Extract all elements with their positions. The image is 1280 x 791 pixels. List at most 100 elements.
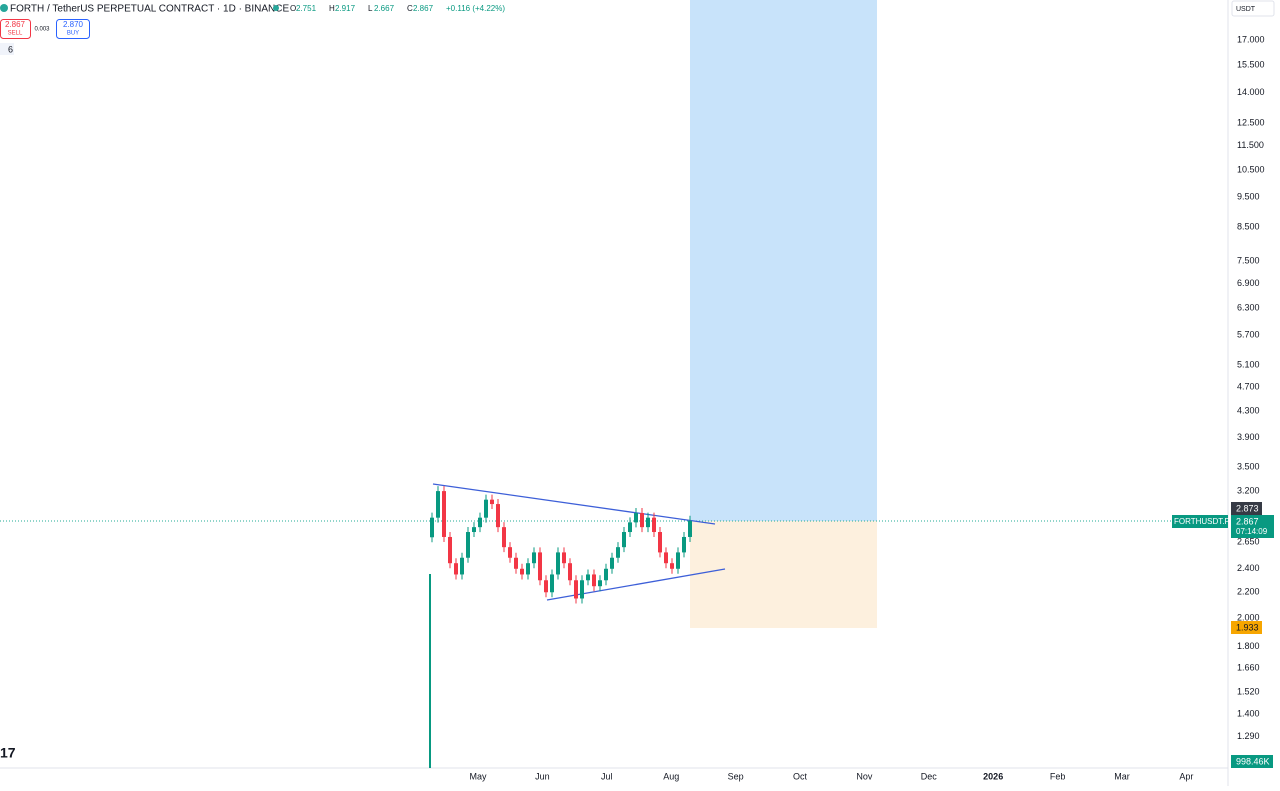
candle-body	[460, 557, 464, 575]
price-tick-label: 2.400	[1237, 563, 1260, 573]
ohlc-key: H	[329, 4, 335, 13]
ohlc-value: 2.751	[296, 4, 317, 13]
sell-label: SELL	[8, 31, 23, 37]
price-tick-label: 8.500	[1237, 222, 1260, 232]
currency-select[interactable]	[1231, 0, 1275, 17]
price-tick-label: 1.520	[1237, 686, 1260, 696]
time-tick-label: Feb	[1050, 771, 1066, 781]
candle-body	[586, 574, 590, 581]
candle-body	[634, 513, 638, 523]
price-tick-label: 2.000	[1237, 612, 1260, 622]
price-tick-label: 6.300	[1237, 303, 1260, 313]
candle-body	[616, 547, 620, 558]
candle-body	[676, 552, 680, 569]
candle-body	[502, 527, 506, 548]
buy-button[interactable]	[56, 19, 90, 39]
candle-body	[682, 536, 686, 553]
indicator-count: 6	[8, 44, 13, 54]
stop-zone	[690, 521, 877, 628]
time-tick-label: Sep	[728, 771, 744, 781]
ohlc-key: L	[368, 4, 373, 13]
ohlc-value: 2.917	[335, 4, 356, 13]
target-badge	[1231, 502, 1262, 515]
spread: 0.003	[34, 27, 50, 33]
price-tick-label: 17.000	[1237, 35, 1265, 45]
sell-price: 2.867	[5, 20, 26, 29]
candle-body	[664, 552, 668, 564]
stop-price: 1.933	[1236, 622, 1259, 632]
price-tick-label: 9.500	[1237, 192, 1260, 202]
candle-body	[442, 491, 446, 537]
candle-body	[538, 552, 542, 581]
price-tick-label: 1.660	[1237, 663, 1260, 673]
buy-price: 2.870	[63, 20, 84, 29]
time-tick-label: Dec	[921, 771, 938, 781]
candle-body	[646, 517, 650, 528]
trendline	[432, 483, 716, 525]
indicator-toggle[interactable]	[0, 43, 14, 55]
symbol[interactable]: FORTH / TetherUS PERPETUAL CONTRACT · 1D…	[10, 4, 289, 15]
candle-body	[544, 580, 548, 593]
time-tick-label: May	[469, 771, 487, 781]
price-tick-label: 5.100	[1237, 360, 1260, 370]
candle-body	[592, 574, 596, 587]
currency: USDT	[1236, 6, 1256, 13]
candle-body	[478, 517, 482, 528]
time-tick-label: Apr	[1179, 771, 1193, 781]
logo: 17	[0, 745, 16, 761]
price-tick-label: 14.000	[1237, 87, 1265, 97]
candle-body	[604, 568, 608, 581]
candle-body	[580, 580, 584, 599]
time-tick-label: Oct	[793, 771, 808, 781]
price-tick-label: 3.500	[1237, 461, 1260, 471]
candle-body	[652, 517, 656, 533]
candle-body	[496, 504, 500, 528]
time-tick-label: Jun	[535, 771, 550, 781]
symbol-icon	[0, 4, 8, 12]
candle-body	[466, 532, 470, 558]
ohlc-value: 2.867	[413, 4, 434, 13]
price-tick-label: 12.500	[1237, 118, 1265, 128]
status-dot	[273, 5, 279, 11]
buy-label: BUY	[67, 31, 79, 37]
candle-body	[520, 568, 524, 575]
volume-value: 998.46K	[1236, 756, 1270, 766]
candle-body	[610, 557, 614, 569]
ohlc-key: C	[407, 4, 413, 13]
price-tick-label: 4.700	[1237, 382, 1260, 392]
candle-body	[550, 574, 554, 593]
price-tick-label: 1.400	[1237, 709, 1260, 719]
candle-body	[484, 499, 488, 518]
candle-body	[640, 513, 644, 528]
price-tick-label: 10.500	[1237, 165, 1265, 175]
time-tick-label: 2026	[983, 771, 1003, 781]
candle-body	[670, 563, 674, 569]
symbol-badge-text: FORTHUSDT.P	[1174, 517, 1230, 526]
price-tick-label: 6.900	[1237, 278, 1260, 288]
last-badge	[1231, 515, 1274, 538]
time-tick-label: Aug	[663, 771, 679, 781]
price-tick-label: 3.200	[1237, 485, 1260, 495]
price-tick-label: 4.300	[1237, 406, 1260, 416]
candle-body	[514, 557, 518, 569]
price-tick-label: 1.800	[1237, 641, 1260, 651]
candle-body	[526, 563, 530, 575]
countdown: 07:14:09	[1236, 527, 1268, 536]
candle-body	[568, 563, 572, 581]
symbol-badge	[1172, 515, 1228, 528]
time-tick-label: Nov	[856, 771, 873, 781]
price-tick-label: 3.900	[1237, 432, 1260, 442]
last-price: 2.867	[1236, 516, 1259, 526]
price-tick-label: 1.290	[1237, 731, 1260, 741]
volume-badge	[1231, 755, 1273, 768]
candle-body	[688, 520, 692, 537]
time-tick-label: Mar	[1114, 771, 1130, 781]
ohlc-change: +0.116 (+4.22%)	[446, 4, 505, 13]
price-tick-label: 15.500	[1237, 59, 1265, 69]
sell-button[interactable]	[0, 19, 31, 39]
price-tick-label: 7.500	[1237, 256, 1260, 266]
target-price: 2.873	[1236, 503, 1259, 513]
price-tick-label: 2.650	[1237, 536, 1260, 546]
